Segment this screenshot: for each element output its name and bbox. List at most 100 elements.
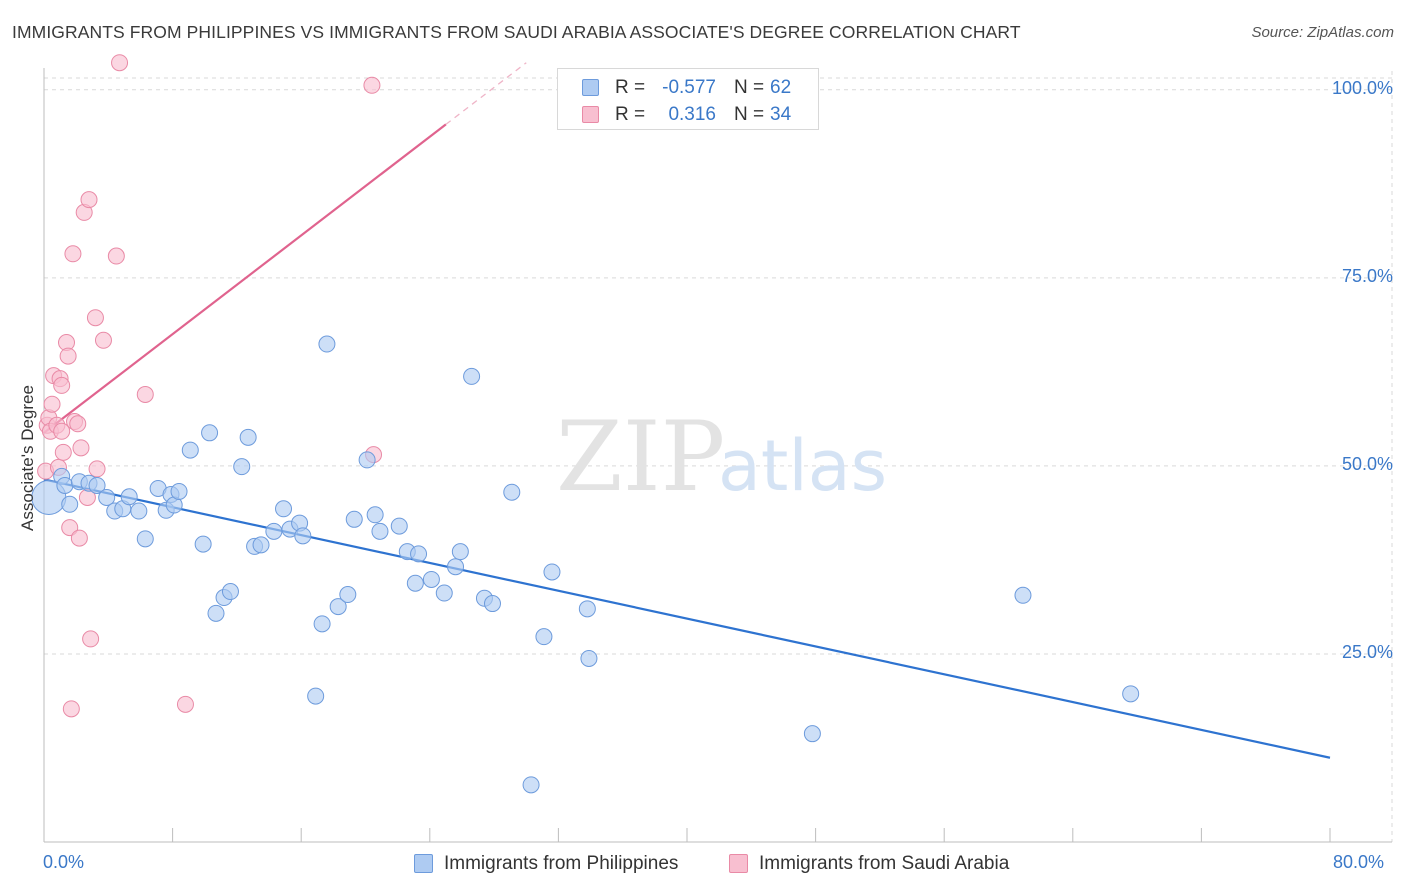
philippines-point (194, 535, 212, 553)
saudi-point (80, 191, 98, 209)
philippines-point (1122, 685, 1140, 703)
source-credit: Source: ZipAtlas.com (1251, 24, 1394, 41)
philippines-point (98, 488, 116, 506)
philippines-point (578, 600, 596, 618)
philippines-point (233, 458, 251, 476)
saudi-point (88, 460, 106, 478)
philippines-point (803, 725, 821, 743)
x-tick-label: 80.0% (1333, 852, 1385, 872)
saudi-point (61, 519, 79, 537)
philippines-point (358, 451, 376, 469)
philippines-point (120, 488, 138, 506)
legend-row-philippines: R = -0.577 N = 62 (558, 75, 818, 101)
y-tick-label: 50.0% (1341, 453, 1393, 474)
philippines-point (307, 687, 325, 705)
saudi-point (62, 700, 80, 718)
philippines-point (522, 776, 540, 794)
philippines-point (239, 428, 257, 446)
grid-lines (44, 71, 1393, 842)
legend-n-label: N = (734, 77, 765, 98)
y-axis-label: Associate's Degree (18, 385, 37, 531)
philippines-point (329, 598, 347, 616)
philippines-point (1014, 586, 1032, 604)
y-tick-label: 25.0% (1341, 641, 1393, 662)
saudi-point (54, 443, 72, 461)
legend-n-value: 34 (770, 104, 792, 125)
saudi-point (69, 415, 87, 433)
trend-lines (43, 62, 1331, 759)
philippines-point (410, 545, 428, 563)
legend-swatch-philippines (414, 854, 433, 873)
philippines-point (463, 367, 481, 385)
saudi-point (59, 347, 77, 365)
philippines-point (318, 335, 336, 353)
legend-n-value: 62 (770, 77, 792, 98)
philippines-point (339, 586, 357, 604)
legend-swatch-saudi (582, 106, 599, 123)
legend-n-label: N = (734, 104, 765, 125)
philippines-point (221, 583, 239, 601)
saudi-point (70, 529, 88, 547)
philippines-point (371, 522, 389, 540)
philippines-point (503, 483, 521, 501)
legend-swatch-philippines (582, 79, 599, 96)
philippines-point (345, 510, 363, 528)
saudi-point (111, 54, 129, 72)
philippines-point (275, 500, 293, 518)
saudi-point (363, 76, 381, 94)
legend-series-name: Immigrants from Philippines (444, 853, 679, 874)
y-tick-label: 100.0% (1331, 77, 1393, 98)
saudi-point (53, 376, 71, 394)
philippines-point (435, 584, 453, 602)
philippines-point (61, 495, 79, 513)
saudi-point (82, 630, 100, 648)
legend-series-name: Immigrants from Saudi Arabia (759, 853, 1010, 874)
saudi-point (43, 395, 61, 413)
watermark-zip: ZIP (556, 401, 725, 513)
saudi-trend-line (43, 123, 447, 434)
legend-r-label: R = (615, 77, 646, 98)
philippines-point (265, 522, 283, 540)
legend-r-value: -0.577 (662, 77, 716, 98)
philippines-point (130, 502, 148, 520)
legend-swatch-saudi (729, 854, 748, 873)
philippines-point (451, 543, 469, 561)
philippines-point (483, 595, 501, 613)
correlation-legend: R = -0.577 N = 62 R = 0.316 N = 34 (557, 68, 819, 130)
y-tick-label: 75.0% (1341, 265, 1393, 286)
philippines-point (406, 574, 424, 592)
philippines-point (366, 506, 384, 524)
saudi-point (72, 439, 90, 457)
saudi-trend-extension (445, 62, 527, 125)
x-tick-label: 0.0% (43, 852, 85, 872)
philippines-point (88, 476, 106, 494)
watermark-atlas: atlas (718, 425, 887, 507)
legend-row-saudi: R = 0.316 N = 34 (558, 102, 818, 128)
philippines-point (252, 536, 270, 554)
saudi-point (176, 695, 194, 713)
zipatlas-watermark: ZIP atlas (556, 401, 887, 513)
saudi-point (86, 309, 104, 327)
philippines-point (535, 628, 553, 646)
saudi-point (64, 245, 82, 263)
philippines-point (447, 558, 465, 576)
philippines-point (170, 482, 188, 500)
philippines-point (56, 476, 74, 494)
saudi-point (136, 385, 154, 403)
philippines-point (294, 527, 312, 545)
philippines-point (201, 424, 219, 442)
saudi-point (53, 422, 71, 440)
saudi-point (107, 247, 125, 265)
data-points (31, 54, 1140, 794)
chart-title: IMMIGRANTS FROM PHILIPPINES VS IMMIGRANT… (12, 22, 1021, 42)
philippines-point (390, 517, 408, 535)
philippines-trend-line (43, 478, 1331, 759)
axes (43, 68, 1392, 843)
saudi-point (94, 331, 112, 349)
legend-r-label: R = (615, 104, 646, 125)
philippines-point (313, 615, 331, 633)
philippines-point (207, 604, 225, 622)
philippines-point (580, 649, 598, 667)
legend-r-value: 0.316 (668, 104, 716, 125)
